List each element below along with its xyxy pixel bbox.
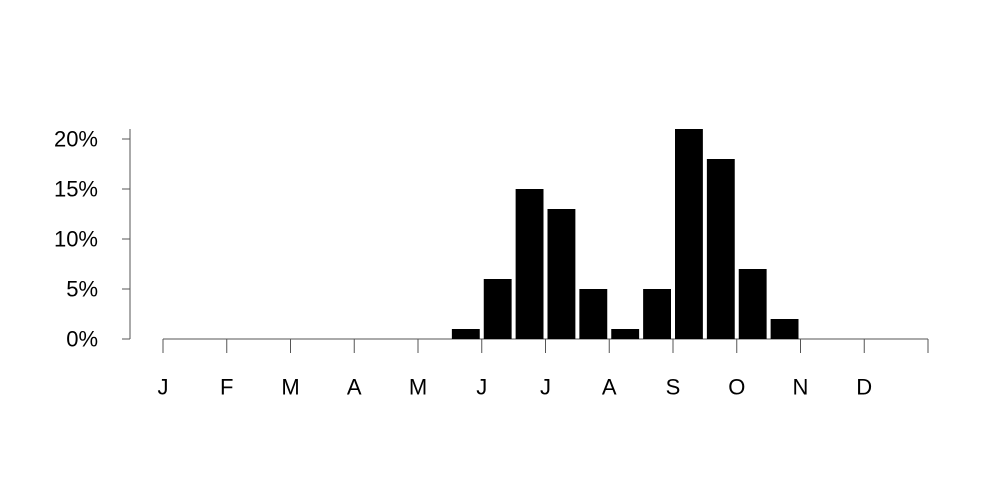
x-tick-label: S	[666, 375, 681, 400]
bar-jun-2	[515, 189, 544, 339]
y-tick-label: 5%	[66, 277, 98, 302]
x-tick-label: A	[347, 375, 362, 400]
bar-oct-2	[770, 319, 799, 339]
bar-aug-1	[611, 329, 640, 339]
x-tick-label: O	[728, 375, 745, 400]
x-tick-label: J	[158, 375, 169, 400]
x-tick-label: F	[220, 375, 233, 400]
y-tick-label: 10%	[54, 227, 98, 252]
x-tick-label: A	[602, 375, 617, 400]
x-tick-label: M	[281, 375, 299, 400]
bar-jul-1	[547, 209, 576, 339]
bars	[451, 129, 799, 339]
bar-may-2	[451, 329, 480, 339]
bar-aug-2	[643, 289, 671, 339]
bar-jul-2	[579, 289, 608, 339]
bar-oct-1	[738, 269, 767, 339]
y-axis: 0% 5% 10% 15% 20%	[54, 127, 131, 352]
bar-sep-2	[706, 159, 735, 339]
bar-sep-1	[675, 129, 703, 339]
y-tick-label: 0%	[66, 327, 98, 352]
x-tick-label: J	[476, 375, 487, 400]
x-tick-label: D	[856, 375, 872, 400]
y-tick-label: 15%	[54, 177, 98, 202]
bar-jun-1	[483, 279, 512, 339]
y-tick-label: 20%	[54, 127, 98, 152]
x-tick-label: N	[793, 375, 809, 400]
x-tick-label: M	[409, 375, 427, 400]
x-tick-label: J	[540, 375, 551, 400]
